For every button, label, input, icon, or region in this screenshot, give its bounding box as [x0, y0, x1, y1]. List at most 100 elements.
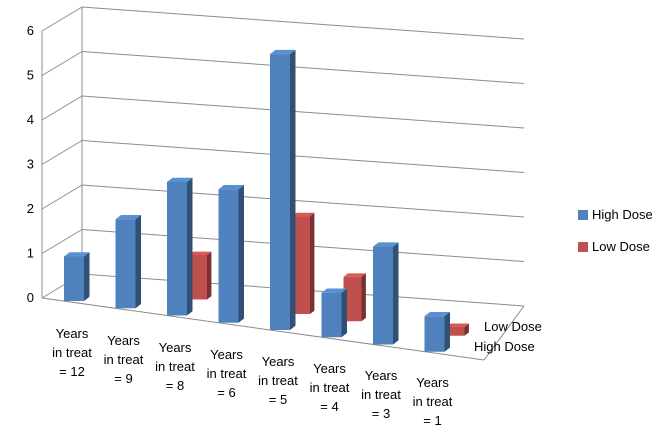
- x-tick-label: = 12: [59, 364, 85, 379]
- bar-high-dose-side: [135, 215, 141, 309]
- bar-high-dose-side: [187, 177, 193, 316]
- x-tick-label: = 6: [217, 385, 235, 400]
- bar-high-dose-side: [238, 185, 244, 323]
- gridline-wall: [41, 140, 83, 165]
- gridline-wall: [41, 51, 83, 76]
- x-tick-label: Years: [56, 326, 89, 341]
- bar-high-dose-front: [218, 189, 239, 323]
- floor-edge: [483, 305, 525, 361]
- bar-high-dose-top: [167, 177, 193, 182]
- bar-low-dose: [292, 212, 315, 314]
- y-tick-label: 3: [27, 157, 34, 172]
- bar-low-dose-side: [310, 212, 315, 314]
- bar-low-dose-side: [361, 273, 366, 322]
- x-tick-label: = 8: [166, 378, 184, 393]
- bar-high-dose: [270, 49, 296, 331]
- gridline-wall: [41, 95, 83, 121]
- bar-high-dose-top: [115, 215, 141, 220]
- bar-low-dose: [343, 273, 366, 322]
- x-tick-label: Years: [313, 361, 346, 376]
- x-tick-label: Years: [159, 340, 192, 355]
- x-tick-label: = 9: [114, 371, 132, 386]
- x-tick-label: = 4: [320, 399, 338, 414]
- y-tick-label: 2: [27, 201, 34, 216]
- bars: [64, 49, 469, 352]
- bar-high-dose: [373, 242, 399, 345]
- y-tick-label: 0: [27, 290, 34, 305]
- bar-high-dose-top: [270, 49, 296, 55]
- bar-high-dose: [218, 185, 244, 323]
- bar-low-dose-top: [189, 251, 212, 255]
- gridline: [81, 184, 525, 218]
- y-tick-label: 5: [27, 68, 34, 83]
- bar-high-dose-top: [424, 311, 450, 317]
- legend-label: Low Dose: [592, 239, 650, 254]
- x-tick-label: in treat: [52, 345, 92, 360]
- depth-label: High Dose: [474, 339, 535, 354]
- x-tick-label: Years: [416, 375, 449, 390]
- bar-low-dose-top: [292, 212, 315, 217]
- bar-high-dose-top: [373, 242, 399, 247]
- bar-low-dose-top: [343, 273, 366, 277]
- legend-label: High Dose: [592, 207, 652, 222]
- x-tick-label: in treat: [258, 373, 298, 388]
- legend-swatch: [578, 242, 588, 252]
- bar-low-dose-front: [343, 276, 362, 322]
- depth-label: Low Dose: [484, 319, 542, 334]
- legend: High Dose Low Dose: [578, 207, 652, 254]
- bar-low-dose: [446, 323, 469, 336]
- gridline: [81, 95, 525, 129]
- bar-high-dose-front: [321, 292, 342, 338]
- x-tick-label: Years: [262, 354, 295, 369]
- x-axis-labels: Years in treat = 1 Years in treat = 3 Years in …: [52, 326, 453, 428]
- bar-high-dose-top: [218, 185, 244, 190]
- x-tick-label: in treat: [155, 359, 195, 374]
- x-tick-label: in treat: [207, 366, 247, 381]
- x-tick-label: in treat: [361, 387, 401, 402]
- x-tick-label: in treat: [413, 394, 453, 409]
- x-tick-label: in treat: [310, 380, 350, 395]
- bar-high-dose-side: [290, 49, 296, 331]
- x-tick-label: Years: [107, 333, 140, 348]
- bar-high-dose-side: [84, 252, 90, 301]
- bar-high-dose-side: [341, 288, 347, 338]
- bar-high-dose-front: [424, 316, 445, 352]
- bar-low-dose-front: [446, 326, 465, 336]
- gridline: [81, 51, 525, 84]
- x-tick-label: = 1: [423, 413, 441, 428]
- gridlines: [41, 6, 525, 361]
- bar-low-dose-front: [189, 255, 207, 300]
- gridline-wall: [41, 229, 83, 254]
- bar-low-dose-side: [464, 323, 469, 336]
- x-tick-label: in treat: [104, 352, 144, 367]
- y-tick-label: 1: [27, 246, 34, 261]
- bar-high-dose: [424, 311, 450, 352]
- gridline-wall: [41, 6, 83, 32]
- bar-low-dose: [189, 251, 212, 300]
- bar-high-dose: [115, 215, 141, 309]
- bar-high-dose: [167, 177, 193, 316]
- bar-high-dose-front: [270, 54, 290, 330]
- bar-high-dose: [321, 288, 347, 338]
- gridline-wall: [41, 184, 83, 210]
- legend-swatch: [578, 210, 588, 220]
- bar-low-dose-front: [292, 216, 310, 314]
- gridline: [81, 140, 525, 173]
- x-tick-label: = 5: [269, 392, 287, 407]
- bar-low-dose-top: [446, 323, 469, 327]
- bar-high-dose-front: [373, 246, 393, 345]
- depth-axis-labels: Low Dose High Dose: [474, 319, 542, 354]
- bar-high-dose-front: [115, 219, 136, 309]
- gridline: [81, 6, 525, 40]
- bar-high-dose-top: [321, 288, 347, 293]
- y-tick-label: 6: [27, 23, 34, 38]
- bar-high-dose-side: [444, 311, 450, 352]
- x-tick-label: Years: [365, 368, 398, 383]
- bar-high-dose-top: [64, 252, 90, 257]
- y-tick-label: 4: [27, 112, 34, 127]
- bar-high-dose-side: [393, 242, 399, 345]
- x-tick-label: = 3: [372, 406, 390, 421]
- bar-high-dose: [64, 252, 90, 301]
